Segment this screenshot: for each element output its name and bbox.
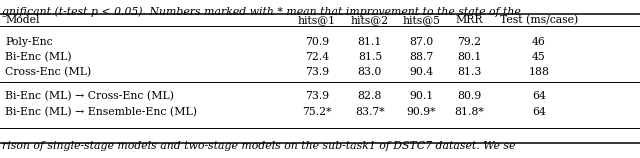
Text: 81.1: 81.1: [358, 37, 382, 47]
Text: 46: 46: [532, 37, 546, 47]
Text: MRR: MRR: [456, 15, 483, 25]
Text: 80.1: 80.1: [457, 52, 481, 62]
Text: Bi-Enc (ML) → Ensemble-Enc (ML): Bi-Enc (ML) → Ensemble-Enc (ML): [5, 107, 197, 117]
Text: 64: 64: [532, 107, 546, 117]
Text: 73.9: 73.9: [305, 67, 329, 77]
Text: Cross-Enc (ML): Cross-Enc (ML): [5, 67, 92, 77]
Text: 82.8: 82.8: [358, 91, 382, 101]
Text: 73.9: 73.9: [305, 91, 329, 101]
Text: 87.0: 87.0: [409, 37, 433, 47]
Text: 80.9: 80.9: [457, 91, 481, 101]
Text: 83.0: 83.0: [358, 67, 382, 77]
Text: 90.1: 90.1: [409, 91, 433, 101]
Text: 81.5: 81.5: [358, 52, 382, 62]
Text: 79.2: 79.2: [457, 37, 481, 47]
Text: Test (ms/case): Test (ms/case): [500, 15, 578, 25]
Text: hits@1: hits@1: [298, 15, 336, 25]
Text: 72.4: 72.4: [305, 52, 329, 62]
Text: Model: Model: [5, 15, 40, 25]
Text: 81.3: 81.3: [457, 67, 481, 77]
Text: 90.4: 90.4: [409, 67, 433, 77]
Text: Poly-Enc: Poly-Enc: [5, 37, 52, 47]
Text: rison of single-stage models and two-stage models on the sub-task1 of DSTC7 data: rison of single-stage models and two-sta…: [2, 141, 515, 151]
Text: 75.2*: 75.2*: [302, 107, 332, 117]
Text: 83.7*: 83.7*: [355, 107, 385, 117]
Text: 88.7: 88.7: [409, 52, 433, 62]
Text: hits@5: hits@5: [402, 15, 440, 25]
Text: hits@2: hits@2: [351, 15, 389, 25]
Text: gnificant (t-test p < 0.05). Numbers marked with * mean that improvement to the : gnificant (t-test p < 0.05). Numbers mar…: [2, 6, 521, 17]
Text: Bi-Enc (ML) → Cross-Enc (ML): Bi-Enc (ML) → Cross-Enc (ML): [5, 91, 174, 101]
Text: 64: 64: [532, 91, 546, 101]
Text: 90.9*: 90.9*: [406, 107, 436, 117]
Text: Bi-Enc (ML): Bi-Enc (ML): [5, 52, 72, 62]
Text: 81.8*: 81.8*: [454, 107, 484, 117]
Text: 70.9: 70.9: [305, 37, 329, 47]
Text: 45: 45: [532, 52, 546, 62]
Text: 188: 188: [529, 67, 549, 77]
